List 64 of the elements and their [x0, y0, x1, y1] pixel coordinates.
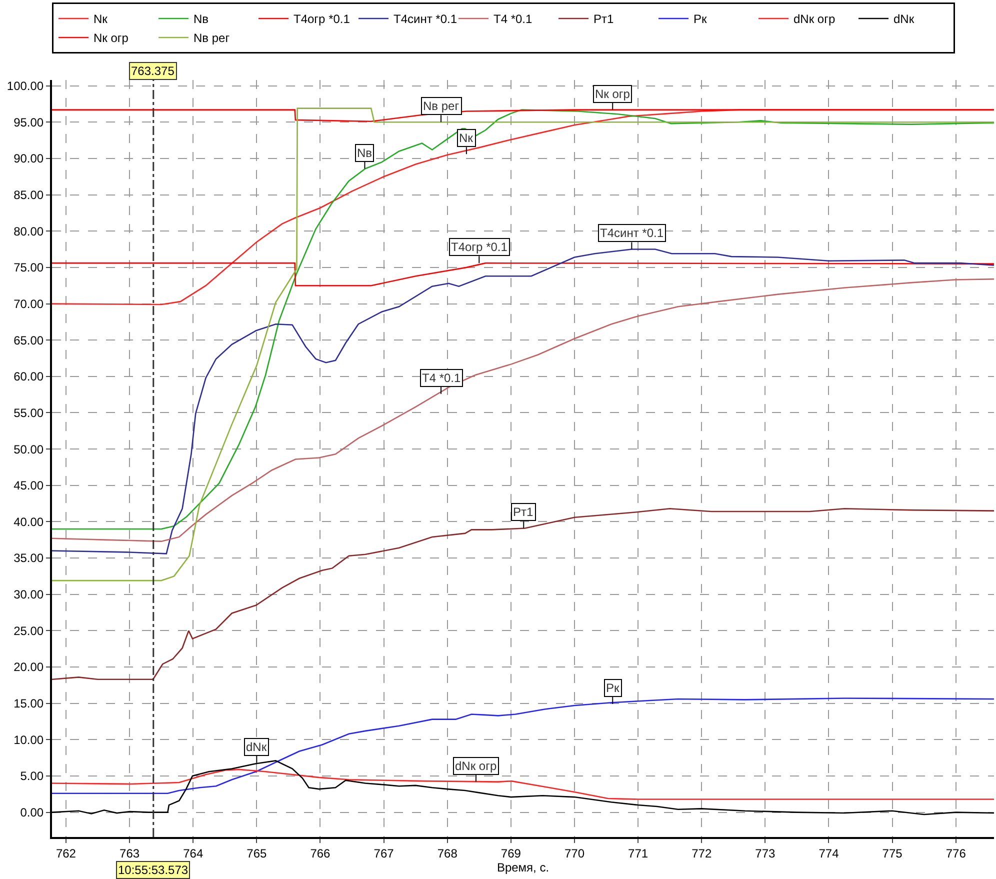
x-tick-label: 776 [946, 846, 966, 860]
annotation: T4синт *0.1 [600, 226, 664, 240]
annotation: Nв рег [423, 99, 460, 113]
annotation: dNк огр [455, 759, 497, 773]
x-tick-label: 766 [310, 846, 331, 860]
y-tick-label: 0.00 [20, 806, 44, 820]
annotation: Nв [357, 146, 372, 160]
legend-label: Nк огр [94, 31, 129, 46]
annotation: T4 *0.1 [422, 371, 462, 385]
legend-label: Рк [694, 12, 708, 26]
annotation: Рт1 [513, 505, 534, 519]
x-tick-label: 762 [56, 846, 76, 860]
x-tick-label: 772 [692, 846, 712, 860]
legend-label: Рт1 [594, 12, 614, 26]
y-tick-label: 60.00 [14, 370, 44, 384]
y-tick-label: 20.00 [14, 660, 44, 674]
x-axis-title: Время, с. [496, 860, 550, 874]
annotation: Nк [459, 131, 474, 145]
line-series [52, 698, 994, 794]
x-tick-label: 767 [374, 846, 394, 860]
y-tick-label: 85.00 [14, 188, 44, 202]
y-tick-label: 55.00 [14, 406, 44, 420]
y-tick-label: 50.00 [14, 442, 44, 456]
annotation: Nк огр [595, 87, 630, 101]
x-tick-label: 775 [882, 846, 903, 860]
x-tick-label: 765 [246, 846, 267, 860]
text: 10:55:53.573 [118, 863, 188, 877]
legend-label: Nк [94, 12, 108, 26]
legend-label: T4синт *0.1 [394, 12, 458, 26]
x-tick-label: 764 [183, 846, 204, 860]
y-tick-label: 70.00 [14, 296, 44, 311]
y-tick-label: 15.00 [14, 696, 44, 711]
y-tick-label: 10.00 [14, 732, 44, 747]
y-tick-label: 45.00 [14, 478, 44, 493]
line-series [52, 508, 994, 680]
x-tick-label: 768 [437, 846, 458, 860]
x-tick-label: 769 [500, 846, 522, 860]
y-tick-label: 95.00 [14, 115, 44, 130]
y-tick-label: 30.00 [14, 588, 44, 602]
annotation: dNк [246, 740, 268, 754]
x-tick-label: 774 [818, 846, 840, 860]
legend-label: Nв рег [194, 31, 230, 46]
x-tick-label: 770 [564, 846, 585, 860]
y-tick-label: 100.00 [6, 79, 44, 94]
y-tick-label: 65.00 [14, 333, 44, 348]
y-tick-label: 75.00 [14, 260, 44, 275]
annotation: T4огр *0.1 [451, 240, 508, 254]
y-tick-label: 40.00 [14, 514, 44, 529]
annotation: Рк [606, 681, 620, 695]
ref-line-label: 763.375 [131, 64, 175, 78]
y-tick-label: 90.00 [14, 152, 44, 166]
legend-label: T4огр *0.1 [294, 12, 350, 26]
y-tick-label: 5.00 [20, 769, 44, 784]
legend-label: Nв [194, 12, 209, 26]
x-tick-label: 773 [755, 846, 776, 860]
legend-label: dNк огр [794, 12, 836, 26]
line-series [52, 262, 994, 286]
y-tick-label: 80.00 [14, 224, 44, 238]
x-tick-label: 763 [120, 846, 140, 860]
x-tick-label: 771 [628, 846, 648, 860]
legend-label: T4 *0.1 [494, 12, 533, 26]
y-tick-label: 25.00 [14, 624, 44, 638]
legend-label: dNк [894, 12, 915, 26]
y-tick-label: 35.00 [14, 551, 44, 566]
